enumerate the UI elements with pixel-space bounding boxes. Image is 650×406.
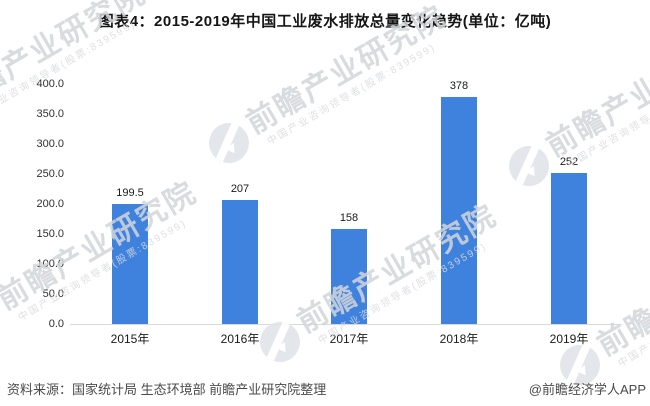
qianzhan-globe-icon bbox=[201, 115, 257, 171]
bar-value-label: 199.5 bbox=[116, 187, 144, 200]
bar-value-label: 378 bbox=[449, 80, 469, 93]
x-tick-label: 2016年 bbox=[220, 332, 260, 346]
bar-2018年 bbox=[441, 97, 477, 324]
x-tick-label: 2018年 bbox=[439, 332, 479, 346]
bar-2016年 bbox=[222, 199, 258, 324]
credit-text: @前瞻经济学人APP bbox=[528, 382, 646, 397]
bar-2019年 bbox=[551, 172, 587, 324]
x-tick-label: 2017年 bbox=[329, 332, 369, 346]
y-tick-label: 50.0 bbox=[42, 288, 64, 300]
bar-2015年 bbox=[112, 204, 148, 324]
bar-2017年 bbox=[331, 229, 367, 324]
watermark-subtitle-text: 中国产业咨询领导者(股票:839599) bbox=[616, 263, 650, 370]
x-axis-line bbox=[70, 324, 622, 325]
y-tick-label: 150.0 bbox=[36, 228, 64, 240]
chart-title: 图表4：2015-2019年中国工业废水排放总量变化趋势(单位：亿吨) bbox=[98, 13, 552, 30]
bar-value-label: 252 bbox=[559, 155, 579, 168]
y-tick-label: 250.0 bbox=[36, 168, 64, 180]
y-tick-label: 300.0 bbox=[36, 138, 64, 150]
bar-value-label: 207 bbox=[230, 182, 250, 195]
source-text: 资料来源：国家统计局 生态环境部 前瞻产业研究院整理 bbox=[7, 382, 327, 397]
x-tick-label: 2015年 bbox=[110, 332, 150, 346]
watermark-brand-text: 前瞻产业研究院 bbox=[541, 22, 650, 164]
watermark-subtitle-text: 中国产业咨询领导者(股票:839599) bbox=[265, 41, 438, 148]
bar-value-label: 158 bbox=[339, 212, 359, 225]
y-tick-label: 350.0 bbox=[36, 108, 64, 120]
y-tick-label: 0.0 bbox=[48, 318, 64, 330]
watermark-subtitle-text: 中国产业咨询领导者(股票:839599) bbox=[565, 64, 650, 171]
y-tick-label: 200.0 bbox=[36, 198, 64, 210]
y-tick-label: 100.0 bbox=[36, 258, 64, 270]
y-tick-label: 400.0 bbox=[36, 78, 64, 90]
watermark: 前瞻产业研究院 中国产业咨询领导者(股票:839599) bbox=[250, 189, 519, 376]
x-tick-label: 2019年 bbox=[549, 332, 589, 346]
